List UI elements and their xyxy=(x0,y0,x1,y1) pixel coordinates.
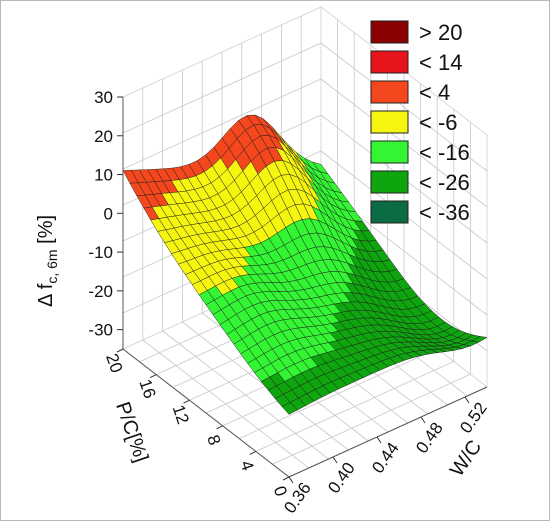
z-axis-label: Δ fc, 6m [%] xyxy=(35,215,60,307)
surface-mesh xyxy=(122,114,488,415)
z-tick-label: 20 xyxy=(94,127,113,146)
x-tick-label: 0.48 xyxy=(412,419,447,457)
y-tick-label: 20 xyxy=(102,351,126,375)
front-left-edge xyxy=(122,348,290,478)
grid-line xyxy=(320,42,488,172)
legend-label: < 14 xyxy=(419,50,462,75)
y-tick-mark xyxy=(149,374,157,379)
y-tick-mark xyxy=(216,425,223,430)
y-tick-label: 8 xyxy=(203,432,224,447)
grid-line xyxy=(255,361,454,452)
z-tick-label: 10 xyxy=(94,166,113,185)
y-tick-label: 16 xyxy=(135,377,159,401)
z-tick-label: -20 xyxy=(88,282,113,301)
legend-swatch xyxy=(370,20,409,44)
grid-line xyxy=(122,42,322,134)
y-tick-mark xyxy=(116,348,124,353)
legend-swatch xyxy=(370,110,409,134)
grid-line xyxy=(272,373,471,465)
legend-label: < -16 xyxy=(419,140,470,165)
legend-label: < 4 xyxy=(419,80,450,105)
x-tick-mark xyxy=(288,476,294,484)
x-tick-label: 0.52 xyxy=(456,399,491,437)
z-tick-label: 0 xyxy=(104,204,113,223)
legend-swatch xyxy=(370,140,409,164)
x-axis-label: W/C xyxy=(446,436,486,480)
legend-label: < -6 xyxy=(419,110,458,135)
x-tick-mark xyxy=(420,416,426,424)
y-tick-mark xyxy=(183,399,190,404)
legend: > 20 < 14 < 4 < -6 < -16 < -26 < -36 xyxy=(370,20,470,225)
front-right-edge xyxy=(288,386,488,478)
front-edges xyxy=(122,97,488,478)
x-tick-mark xyxy=(332,456,338,464)
x-tick-mark xyxy=(376,436,382,444)
legend-label: > 20 xyxy=(419,20,462,45)
z-tick-label: 30 xyxy=(94,88,113,107)
y-tick-label: 12 xyxy=(169,402,193,426)
grid-line xyxy=(239,348,438,439)
y-axis-label: P/C[%] xyxy=(111,399,152,465)
x-tick-label: 0.44 xyxy=(368,439,403,477)
z-tick-label: -30 xyxy=(88,321,113,340)
y-tick-label: 4 xyxy=(236,458,257,473)
legend-swatch xyxy=(370,50,409,74)
legend-swatch xyxy=(370,80,409,104)
y-tick-mark xyxy=(282,476,290,481)
surface-cell xyxy=(281,402,298,415)
z-tick-label: -10 xyxy=(88,243,113,262)
legend-label: < -36 xyxy=(419,200,470,225)
z-axis-ticks: 30 20 10 0 -10 -20 -30 xyxy=(88,88,123,340)
legend-swatch xyxy=(370,170,409,194)
legend-label: < -26 xyxy=(419,170,470,195)
y-tick-mark xyxy=(249,450,257,455)
grid-line xyxy=(122,78,322,170)
x-tick-label: 0.40 xyxy=(324,459,359,497)
x-tick-mark xyxy=(464,396,470,404)
legend-swatch xyxy=(370,200,409,224)
